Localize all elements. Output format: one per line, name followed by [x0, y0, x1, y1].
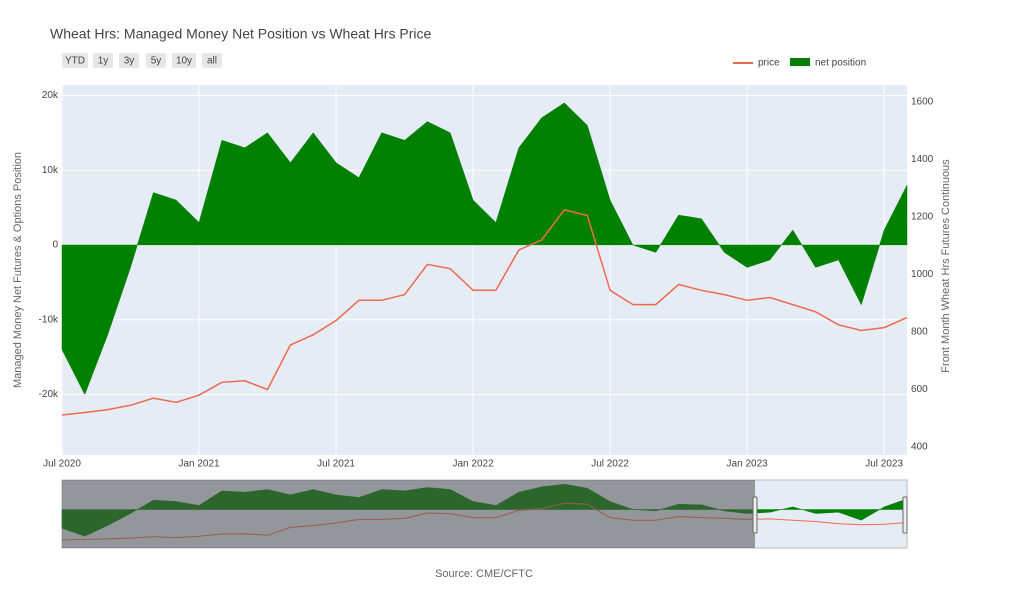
line [61, 208, 908, 416]
y-tick-label: 20k [42, 90, 59, 101]
button-background[interactable] [119, 53, 139, 68]
range-button[interactable]: 10y [172, 53, 196, 68]
x-tick-label: Jul 2023 [865, 459, 903, 470]
x-tick-label: Jan 2023 [727, 459, 769, 470]
y2-tick-label: 1200 [911, 212, 934, 223]
y2-tick-label: 600 [911, 384, 928, 395]
y2-tick-label: 1600 [911, 97, 934, 108]
y-tick-label: 10k [42, 165, 59, 176]
range-button[interactable]: 3y [119, 53, 139, 68]
button-label[interactable]: all [207, 56, 217, 67]
y2-tick-label: 400 [911, 442, 928, 453]
button-background[interactable] [146, 53, 166, 68]
x-tick-label: Jan 2022 [453, 459, 495, 470]
range-button[interactable]: all [202, 53, 222, 68]
range-slider[interactable] [61, 479, 908, 549]
source-note: Source: CME/CFTC [435, 568, 533, 580]
y-tick-label: -20k [39, 389, 59, 400]
button-label[interactable]: 1y [98, 56, 109, 67]
range-button[interactable]: 5y [146, 53, 166, 68]
button-background[interactable] [62, 53, 88, 68]
y-axis-title: Managed Money Net Futures & Options Posi… [12, 152, 24, 388]
area [61, 102, 908, 396]
plot-area [62, 85, 907, 455]
y2-tick-label: 1000 [911, 269, 934, 280]
range-button[interactable]: 1y [93, 53, 113, 68]
slider-handle[interactable] [902, 496, 908, 534]
y2-tick-label: 1400 [911, 154, 934, 165]
button-label[interactable]: 3y [124, 56, 135, 67]
marks [61, 102, 908, 416]
button-label[interactable]: 5y [151, 56, 162, 67]
legend-swatch [790, 58, 810, 66]
legend-label: price [758, 58, 780, 69]
button-background[interactable] [93, 53, 113, 68]
x-tick-label: Jul 2021 [317, 459, 355, 470]
y-tick-label: -10k [39, 314, 59, 325]
range-button[interactable]: YTD [62, 53, 88, 68]
slider-handle[interactable] [752, 496, 758, 534]
x-tick-label: Jan 2021 [178, 459, 220, 470]
button-background[interactable] [172, 53, 196, 68]
legend-label: net position [815, 58, 866, 69]
x-tick-label: Jul 2022 [591, 459, 629, 470]
chart-title: Wheat Hrs: Managed Money Net Position vs… [50, 26, 431, 42]
y2-tick-label: 800 [911, 327, 928, 338]
button-label[interactable]: 10y [176, 56, 192, 67]
button-background[interactable] [202, 53, 222, 68]
x-tick-label: Jul 2020 [43, 459, 81, 470]
slider-mask [62, 480, 755, 548]
y2-axis-title: Front Month Wheat Hrs Futures Continuous [940, 159, 952, 373]
y-tick-label: 0 [52, 240, 58, 251]
button-label[interactable]: YTD [65, 56, 85, 67]
